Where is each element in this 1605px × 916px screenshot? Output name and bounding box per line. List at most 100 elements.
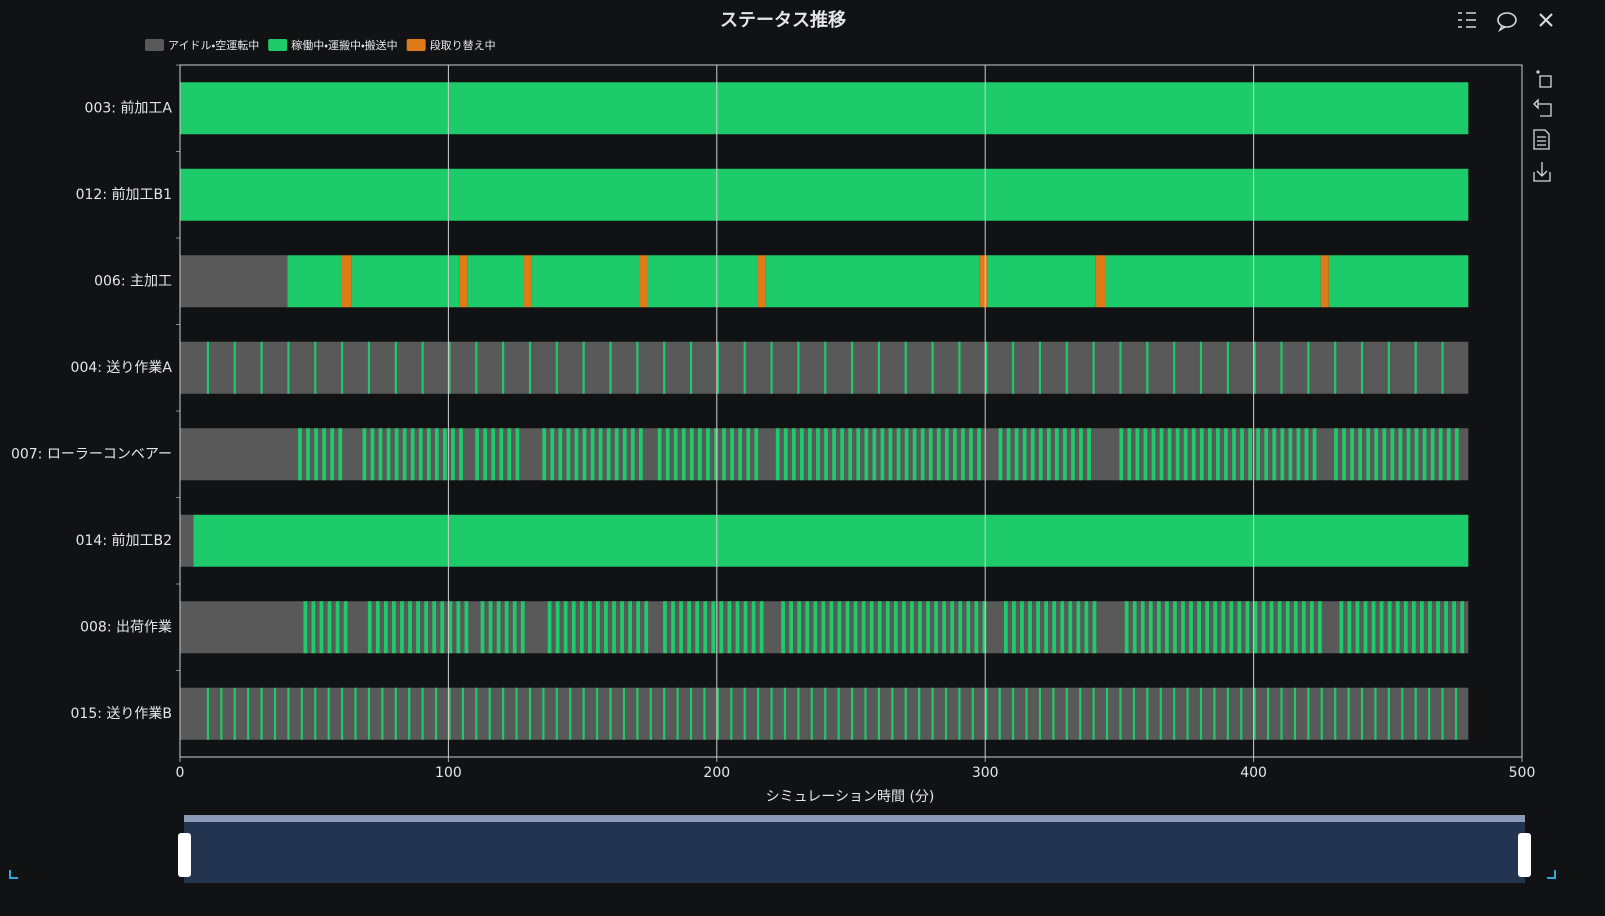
status-bar — [341, 255, 352, 308]
status-bar — [1454, 428, 1459, 481]
status-bar — [1347, 601, 1352, 654]
status-bar — [754, 428, 759, 481]
status-bar — [303, 601, 308, 654]
status-bar — [1342, 428, 1346, 481]
status-bar — [1025, 687, 1028, 740]
status-bar — [832, 428, 836, 481]
status-bar — [1428, 601, 1432, 654]
status-bar — [582, 687, 585, 740]
status-bar — [824, 687, 827, 740]
status-bar — [418, 428, 423, 481]
status-bar — [1199, 687, 1203, 740]
status-bar — [727, 601, 732, 654]
restore-icon[interactable] — [1533, 98, 1552, 117]
status-bar — [555, 601, 560, 654]
zoom-slider[interactable] — [178, 815, 1531, 883]
status-bar — [555, 341, 558, 394]
status-bar — [1414, 428, 1419, 481]
status-bar — [950, 601, 955, 654]
status-bar — [759, 601, 764, 654]
comment-icon[interactable] — [1497, 12, 1517, 33]
status-bar — [942, 601, 947, 654]
status-bar — [885, 601, 890, 654]
status-bar — [180, 82, 1469, 135]
status-bar — [877, 341, 880, 394]
status-bar — [918, 687, 921, 740]
status-bar — [496, 601, 501, 654]
legend-swatch — [406, 39, 426, 51]
status-bar — [810, 687, 813, 740]
status-bar — [1052, 601, 1057, 654]
status-bar — [735, 601, 740, 654]
status-bar — [1245, 601, 1250, 654]
status-bar — [1038, 341, 1042, 394]
status-bar — [386, 428, 391, 481]
status-bar — [730, 687, 733, 740]
status-bar — [743, 601, 748, 654]
close-icon[interactable] — [1539, 13, 1553, 27]
status-bar — [1173, 601, 1177, 654]
status-bar — [582, 341, 585, 394]
status-bar — [969, 428, 973, 481]
status-bar — [1371, 601, 1376, 654]
status-bar — [1226, 687, 1229, 740]
status-bar — [1006, 428, 1011, 481]
slider-window[interactable] — [184, 815, 1525, 883]
slider-bar[interactable] — [184, 815, 1525, 822]
status-bar — [1460, 601, 1465, 654]
status-bar — [456, 601, 461, 654]
zoom-icon[interactable] — [1536, 70, 1552, 88]
slider-handle-right[interactable] — [1518, 833, 1531, 877]
list-icon[interactable] — [1458, 12, 1476, 28]
status-bar — [985, 341, 988, 394]
status-bar — [891, 687, 894, 740]
status-bar — [394, 428, 399, 481]
status-bar — [936, 428, 941, 481]
chart-title: ステータス推移 — [720, 9, 846, 31]
status-bar — [703, 687, 706, 740]
status-bar — [287, 341, 290, 394]
status-bar — [612, 601, 616, 654]
slider-handle-left[interactable] — [178, 833, 191, 877]
status-bar — [434, 687, 438, 740]
save-icon[interactable] — [1533, 162, 1551, 182]
status-bar — [523, 255, 532, 308]
status-bar — [1079, 428, 1083, 481]
x-axis-title: シミュレーション時間 (分) — [766, 789, 935, 805]
status-bar — [314, 428, 318, 481]
status-bar — [966, 601, 971, 654]
data-view-icon[interactable] — [1533, 129, 1550, 150]
status-bar — [1441, 687, 1444, 740]
status-bar — [743, 687, 746, 740]
x-tick-label: 0 — [176, 765, 185, 781]
status-bar — [448, 341, 451, 394]
status-bar — [1030, 428, 1035, 481]
legend: アイドル・空運転中 稼働中・運搬中・搬送中 段取り替え中 — [145, 38, 496, 52]
status-bar — [797, 601, 802, 654]
status-bar — [311, 601, 316, 654]
toolbar[interactable] — [1458, 12, 1553, 33]
status-bar — [824, 341, 827, 394]
status-bar — [1390, 428, 1395, 481]
status-bar — [1363, 601, 1368, 654]
side-tools[interactable] — [1533, 70, 1552, 182]
status-bar — [845, 601, 850, 654]
status-bar — [864, 428, 869, 481]
status-bar — [461, 687, 464, 740]
status-bar — [1119, 428, 1124, 481]
status-bar — [424, 601, 429, 654]
status-bar — [958, 601, 963, 654]
status-bar — [1038, 687, 1042, 740]
status-bar — [569, 687, 572, 740]
status-bar — [1374, 687, 1377, 740]
status-bar — [872, 428, 877, 481]
status-bar — [1339, 601, 1344, 654]
status-bar — [1135, 428, 1140, 481]
status-bar — [958, 341, 961, 394]
status-bar — [805, 601, 810, 654]
status-bar — [330, 428, 335, 481]
status-bar — [1307, 341, 1310, 394]
status-bar — [998, 428, 1003, 481]
status-bar — [402, 428, 407, 481]
status-bar — [928, 428, 933, 481]
